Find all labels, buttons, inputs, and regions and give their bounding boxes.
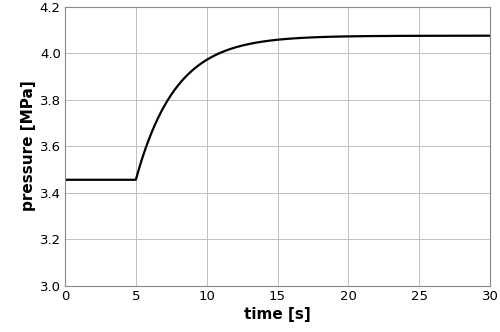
Y-axis label: pressure [MPa]: pressure [MPa] (20, 81, 36, 211)
X-axis label: time [s]: time [s] (244, 307, 311, 322)
